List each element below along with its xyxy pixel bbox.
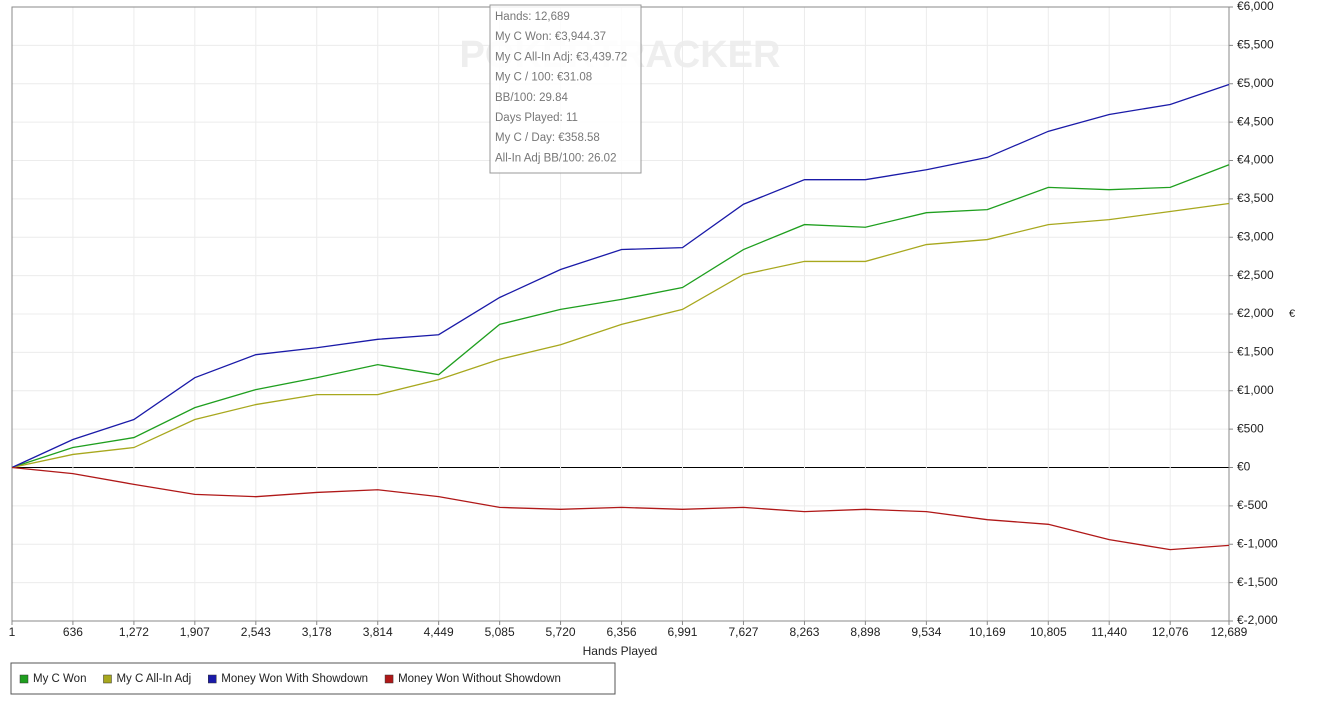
y-tick-label: €500 [1237, 421, 1264, 435]
x-tick-label: 12,076 [1152, 625, 1189, 639]
x-tick-label: 9,534 [911, 625, 941, 639]
y-tick-label: €-1,500 [1237, 575, 1278, 589]
x-tick-label: 4,449 [424, 625, 454, 639]
x-tick-label: 7,627 [728, 625, 758, 639]
tooltip-line: My C / Day: €358.58 [495, 132, 600, 144]
x-tick-label: 5,085 [485, 625, 515, 639]
x-tick-label: 1,907 [180, 625, 210, 639]
y-tick-label: €1,500 [1237, 345, 1274, 359]
legend-label: My C All-In Adj [116, 673, 191, 685]
y-tick-label: €1,000 [1237, 383, 1274, 397]
x-tick-label: 5,720 [546, 625, 576, 639]
tooltip-line: Hands: 12,689 [495, 11, 570, 23]
x-tick-label: 10,805 [1030, 625, 1067, 639]
legend-label: Money Won With Showdown [221, 673, 368, 685]
x-tick-label: 10,169 [969, 625, 1006, 639]
series-line [11, 83, 1230, 469]
legend-swatch [208, 674, 217, 684]
legend-label: Money Won Without Showdown [398, 673, 561, 685]
y-tick-label: €2,500 [1237, 268, 1274, 282]
y-tick-label: €2,000 [1237, 306, 1274, 320]
series-line [11, 202, 1230, 469]
y-tick-label: €3,000 [1237, 229, 1274, 243]
tooltip-box [489, 4, 642, 174]
legend-swatch [384, 674, 394, 684]
x-tick-label: 3,814 [363, 625, 393, 639]
x-tick-label: 6,991 [667, 625, 697, 639]
legend-label: My C Won [33, 673, 86, 685]
legend-swatch [19, 674, 29, 684]
x-axis-label: Hands Played [583, 644, 658, 658]
series-line [11, 466, 1230, 551]
x-tick-label: 12,689 [1211, 625, 1248, 639]
y-tick-label: €0 [1237, 460, 1251, 474]
y-tick-label: €-500 [1237, 498, 1268, 512]
y-tick-label: €-2,000 [1237, 613, 1278, 627]
y-axis-label: € [1289, 308, 1295, 320]
tooltip-line: My C / 100: €31.08 [495, 72, 592, 84]
x-tick-label: 2,543 [241, 625, 271, 639]
y-tick-label: €5,000 [1237, 76, 1274, 90]
tooltip-line: Days Played: 11 [495, 112, 578, 124]
legend-swatch [103, 674, 112, 684]
tooltip-line: BB/100: 29.84 [495, 92, 568, 104]
y-tick-label: €3,500 [1237, 191, 1274, 205]
x-tick-label: 8,898 [850, 625, 880, 639]
y-tick-label: €5,500 [1237, 38, 1274, 52]
x-tick-label: 6,356 [607, 625, 637, 639]
tooltip-line: My C All-In Adj: €3,439.72 [495, 51, 627, 63]
tooltip-line: My C Won: €3,944.37 [495, 31, 606, 43]
x-tick-label: 636 [63, 625, 83, 639]
series-line [11, 164, 1230, 469]
x-tick-label: 11,440 [1091, 625, 1127, 639]
tooltip: Hands: 12,689 My C Won: €3,944.37 My C All… [489, 4, 642, 174]
x-tick-label: 3,178 [302, 625, 332, 639]
x-tick-label: 1 [9, 625, 16, 639]
y-tick-label: €6,000 [1237, 0, 1274, 13]
x-tick-label: 1,272 [119, 625, 149, 639]
tooltip-line: All-In Adj BB/100: 26.02 [495, 152, 616, 164]
y-tick-label: €4,500 [1237, 114, 1274, 128]
y-tick-label: €-1,000 [1237, 536, 1278, 550]
x-tick-label: 8,263 [789, 625, 819, 639]
y-tick-label: €4,000 [1237, 153, 1274, 167]
